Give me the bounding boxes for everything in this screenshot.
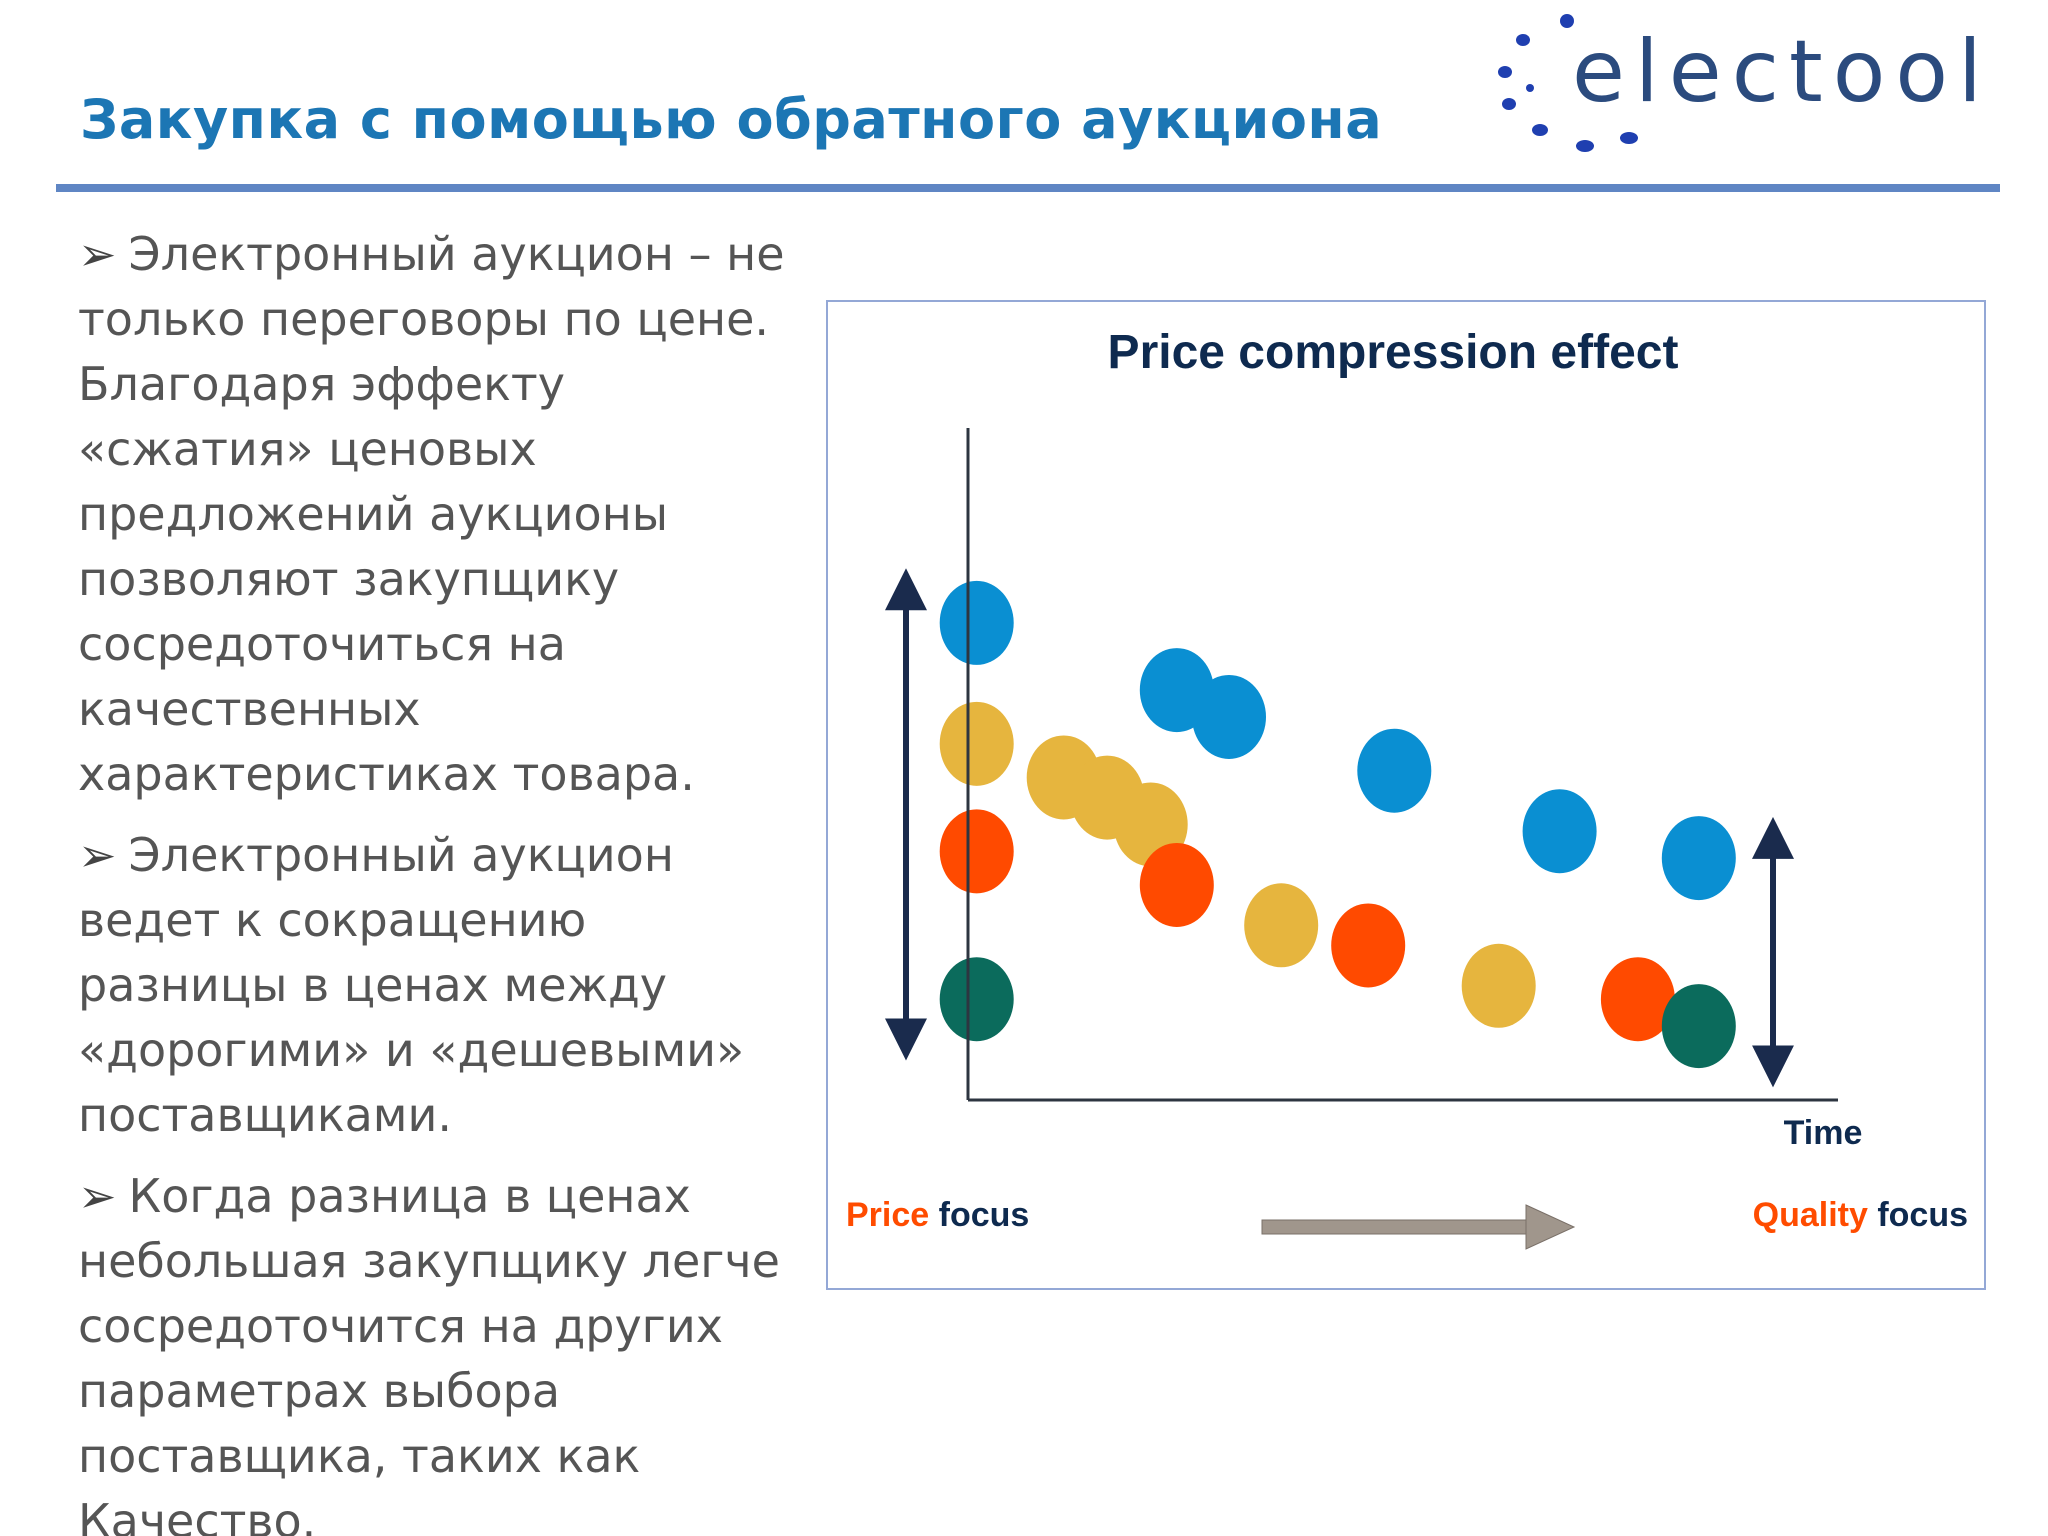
data-point <box>1244 883 1319 968</box>
data-point <box>1357 728 1432 813</box>
logo-text: electool <box>1572 22 1992 122</box>
logo-dot <box>1516 34 1530 46</box>
logo-dot <box>1498 66 1512 78</box>
bullet-list: ➢ Электронный аукцион – не только перегов… <box>78 222 808 1536</box>
quality-focus-label: Quality focus <box>1753 1196 1968 1234</box>
data-point <box>1192 674 1266 759</box>
logo-dot <box>1576 140 1594 152</box>
bullet-text: Электронный аукцион ведет к сокращению р… <box>78 828 745 1142</box>
data-point <box>939 809 1014 894</box>
data-point <box>939 701 1014 786</box>
bullet-arrow-icon: ➢ <box>78 1169 117 1223</box>
electool-logo: electool <box>1480 0 2000 170</box>
bullet-arrow-icon: ➢ <box>78 227 117 281</box>
data-point <box>1139 842 1214 927</box>
data-point <box>1461 943 1536 1028</box>
logo-dot <box>1526 84 1534 92</box>
chart-title: Price compression effect <box>1108 326 1679 379</box>
data-point <box>939 957 1014 1042</box>
bullet-text: Когда разница в ценах небольшая закупщик… <box>78 1169 780 1536</box>
data-point <box>1331 903 1406 988</box>
data-point <box>1522 789 1597 874</box>
logo-dot <box>1620 132 1638 144</box>
x-axis-label: Time <box>1784 1114 1863 1152</box>
chart-svg: Price compression effect Time Price focu… <box>846 326 1968 1250</box>
data-point <box>1661 984 1736 1069</box>
bullet-arrow-icon: ➢ <box>78 828 117 882</box>
bullet-item: ➢ Электронный аукцион – не только перегов… <box>78 222 808 807</box>
range-arrows <box>885 568 1794 1088</box>
price-focus-highlight: Price <box>846 1196 929 1234</box>
data-point <box>1661 816 1736 901</box>
price-focus-label: Price focus <box>846 1196 1029 1234</box>
bullet-item: ➢ Электронный аукцион ведет к сокращению … <box>78 823 808 1148</box>
logo-dot <box>1502 98 1516 110</box>
price-compression-chart: Price compression effect Time Price focu… <box>826 300 1986 1290</box>
data-points <box>939 580 1736 1069</box>
logo-dot <box>1532 124 1548 136</box>
data-point <box>1600 957 1675 1042</box>
data-point <box>939 580 1014 665</box>
bullet-item: ➢ Когда разница в ценах небольшая закупщи… <box>78 1164 808 1536</box>
title-divider <box>56 184 2000 192</box>
quality-focus-highlight: Quality <box>1753 1196 1868 1234</box>
progress-arrow-icon <box>1261 1204 1576 1250</box>
slide-title: Закупка с помощью обратного аукциона <box>80 88 1383 151</box>
price-focus-rest: focus <box>929 1196 1029 1234</box>
bullet-text: Электронный аукцион – не только перегово… <box>78 227 785 801</box>
quality-focus-rest: focus <box>1868 1196 1968 1234</box>
logo-dot <box>1560 14 1574 28</box>
